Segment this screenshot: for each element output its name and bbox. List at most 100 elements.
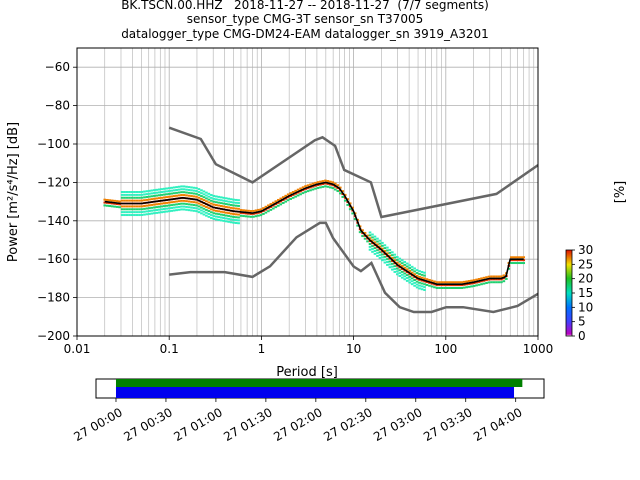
density-cell xyxy=(366,240,369,243)
density-cell xyxy=(138,205,141,208)
density-cell xyxy=(517,259,521,262)
density-cell xyxy=(262,207,265,210)
density-cell xyxy=(195,204,198,207)
density-cell xyxy=(378,251,382,254)
density-cell xyxy=(435,284,439,287)
density-cell xyxy=(279,203,283,206)
density-cell xyxy=(234,221,238,224)
density-cell xyxy=(172,203,176,206)
density-cell xyxy=(457,287,461,289)
density-cell xyxy=(453,287,456,289)
density-cell xyxy=(425,283,429,286)
density-cell xyxy=(393,253,397,256)
density-cell xyxy=(237,213,240,216)
density-cell xyxy=(274,203,278,206)
timeline-tick-label: 27 03:00 xyxy=(371,405,424,444)
density-cell xyxy=(135,211,139,214)
density-cell xyxy=(130,193,134,196)
density-cell xyxy=(386,252,389,255)
density-cell xyxy=(237,207,240,210)
density-cell xyxy=(120,211,124,214)
density-cell xyxy=(125,191,129,193)
density-cell xyxy=(145,190,149,193)
density-cell xyxy=(224,214,228,217)
density-cell xyxy=(338,192,342,195)
density-cell xyxy=(368,245,372,248)
density-cell xyxy=(123,193,126,196)
density-cell xyxy=(128,191,131,193)
density-cell xyxy=(519,256,523,259)
density-cell xyxy=(450,287,454,289)
density-cell xyxy=(334,188,337,191)
density-cell xyxy=(197,202,201,205)
density-cell xyxy=(212,200,216,203)
density-cell xyxy=(108,202,112,205)
density-cell xyxy=(259,211,263,214)
density-cell xyxy=(366,234,369,237)
density-cell xyxy=(207,201,211,204)
colorbar-tick-label: 0 xyxy=(578,329,586,343)
chart-title-line-2: sensor_type CMG-3T sensor_sn T37005 xyxy=(186,12,424,26)
density-cell xyxy=(269,203,273,206)
density-cell xyxy=(110,199,114,202)
density-cell xyxy=(177,188,181,191)
density-cell xyxy=(160,193,164,196)
density-cell xyxy=(115,203,119,206)
x-axis-label: Period [s] xyxy=(276,365,338,380)
density-cell xyxy=(215,195,218,198)
density-cell xyxy=(291,193,295,196)
density-cell xyxy=(403,266,407,269)
density-cell xyxy=(400,262,404,265)
density-cell xyxy=(165,190,169,193)
density-cell xyxy=(279,197,283,200)
density-cell xyxy=(222,199,226,202)
density-cell xyxy=(510,256,513,259)
x-tick-label: 1000 xyxy=(523,342,554,356)
density-cell xyxy=(485,282,488,285)
density-cell xyxy=(249,215,253,218)
density-cell xyxy=(180,194,183,197)
density-cell xyxy=(358,231,362,234)
density-cell xyxy=(192,209,196,212)
density-cell xyxy=(160,196,164,199)
density-cell xyxy=(294,192,297,195)
colorbar-tick-label: 25 xyxy=(578,257,593,271)
density-cell xyxy=(457,281,461,284)
density-cell xyxy=(148,210,151,213)
density-cell xyxy=(160,202,164,205)
density-cell xyxy=(351,206,354,209)
density-cell xyxy=(443,287,446,289)
density-cell xyxy=(190,186,193,189)
density-cell xyxy=(386,261,389,264)
density-cell xyxy=(438,284,441,287)
density-cell xyxy=(423,280,426,283)
density-cell xyxy=(215,201,218,204)
density-cell xyxy=(376,237,379,240)
density-cell xyxy=(145,195,149,198)
density-cell xyxy=(125,208,129,211)
density-cell xyxy=(467,282,471,285)
density-cell xyxy=(264,208,268,211)
density-cell xyxy=(128,205,131,208)
density-cell xyxy=(150,212,154,215)
density-cell xyxy=(299,190,302,193)
density-cell xyxy=(311,188,315,191)
density-cell xyxy=(324,182,327,185)
density-cell xyxy=(324,185,327,188)
density-cell xyxy=(210,217,213,220)
density-cell xyxy=(408,278,411,281)
density-cell xyxy=(391,257,394,260)
timeline-tick-label: 27 00:30 xyxy=(121,405,174,444)
density-cell xyxy=(272,207,275,210)
density-cell xyxy=(133,211,136,214)
density-cell xyxy=(202,204,206,207)
density-cell xyxy=(128,193,131,196)
density-cell xyxy=(224,200,228,203)
density-cell xyxy=(490,278,493,281)
density-cell xyxy=(125,205,129,208)
density-cell xyxy=(148,195,151,198)
density-cell xyxy=(113,205,116,208)
density-cell xyxy=(167,210,171,213)
density-cell xyxy=(453,284,456,287)
density-cell xyxy=(160,211,164,214)
